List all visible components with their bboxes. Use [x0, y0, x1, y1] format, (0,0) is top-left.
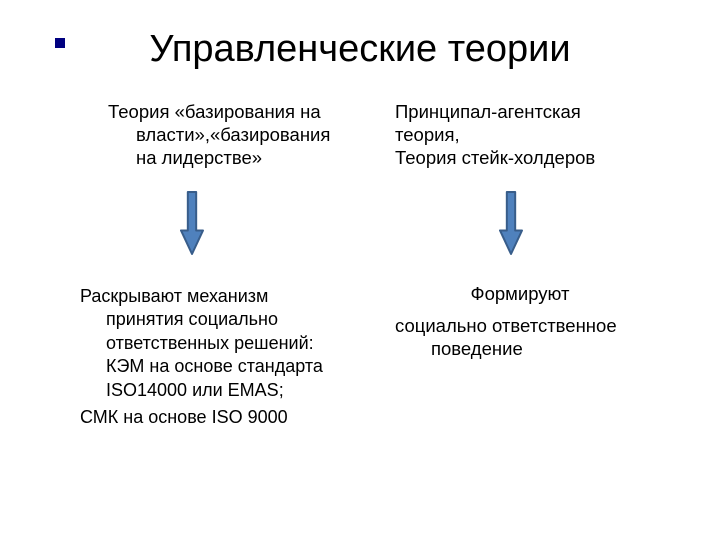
- arrow-down-icon: [179, 190, 205, 256]
- left-body-paragraph-1: Раскрывают механизм принятия социально о…: [80, 285, 350, 402]
- left-column-body: Раскрывают механизм принятия социально о…: [80, 285, 350, 429]
- right-body-paragraph-1: Формируют: [395, 283, 645, 305]
- right-body-paragraph-2: социально ответственное поведение: [395, 314, 645, 360]
- arrow-down-icon: [498, 190, 524, 256]
- page-title: Управленческие теории: [0, 28, 720, 71]
- left-column-header: Теория «базирования на власти»,«базирова…: [108, 100, 343, 169]
- right-column-header-text: Принципал-агентская теория, Теория стейк…: [395, 101, 595, 168]
- right-column-header: Принципал-агентская теория, Теория стейк…: [395, 100, 645, 169]
- left-body-paragraph-2: СМК на основе ISO 9000: [80, 406, 350, 429]
